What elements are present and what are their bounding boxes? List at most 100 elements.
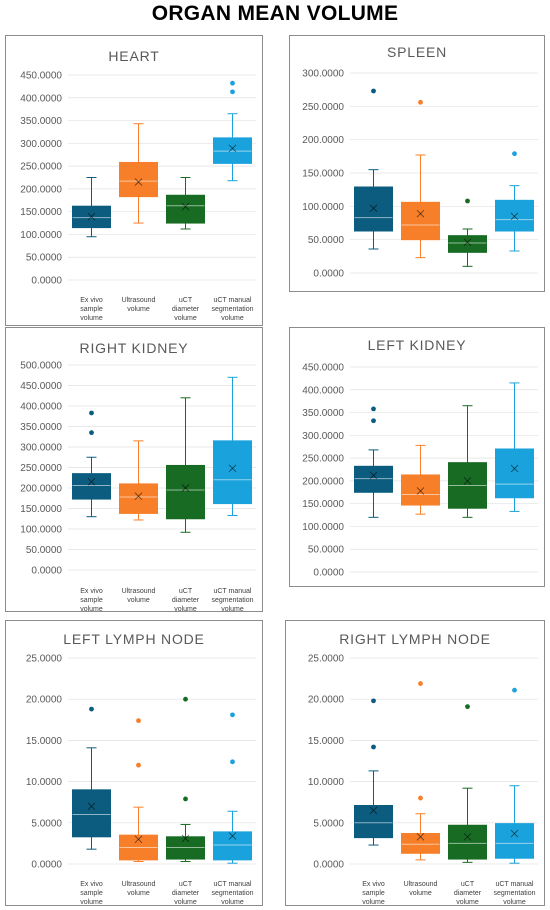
heart-ex-vivo-sample-volume-category-label-line: volume (80, 315, 103, 322)
right-lymph-node-chart-panel: RIGHT LYMPH NODE 25.0000 20.0000 15.0000 10.… (285, 620, 545, 906)
heart-ultrasound-volume-mean-marker (134, 178, 143, 186)
left-lymph-node-ex-vivo-sample-volume-mean-marker (87, 802, 96, 811)
left-lymph-node-uct-diameter-volume-category-label-line: uCT (179, 881, 193, 888)
left-lymph-node-uct-manual-segmentation-volume-category-label-line: segmentation (211, 890, 253, 897)
heart-uct-diameter-volume-category-label: uCT diameter volume (172, 297, 200, 322)
right-lymph-node-uct-diameter-volume-category-label: uCT diameter volume (454, 881, 482, 905)
right-kidney-title: RIGHT KIDNEY (80, 340, 189, 356)
right-lymph-node-ultrasound-volume-category-label: Ultrasound volume (404, 881, 438, 897)
right-lymph-node-ultrasound-volume-outlier-point (418, 795, 423, 801)
heart-uct-manual-segmentation-volume-category-label-line: segmentation (211, 306, 253, 313)
right-lymph-node-uct-manual-segmentation-volume-category-label-line: uCT manual (495, 881, 533, 888)
right-kidney-ex-vivo-sample-volume-mean-stroke (87, 478, 96, 486)
main-title: ORGAN MEAN VOLUME (151, 2, 399, 25)
left-lymph-node-uct-diameter-volume-category-label: uCT diameter volume (172, 881, 200, 905)
spleen-uct-diameter-volume-mean-stroke (463, 238, 472, 247)
right-kidney-uct-diameter-volume-category-label-line: diameter (172, 597, 200, 604)
heart-uct-manual-segmentation-volume-outlier-point (230, 80, 235, 86)
heart-uct-diameter-volume-category-label-line: volume (174, 315, 197, 322)
left-kidney-y-tick-label: 400.0000 (302, 385, 344, 396)
left-lymph-node-uct-manual-segmentation-volume-outlier-point (230, 759, 235, 765)
right-lymph-node-y-tick-label: 10.0000 (308, 777, 345, 788)
heart-uct-manual-segmentation-volume-category-label-line: uCT manual (213, 297, 251, 304)
heart-chart: HEART 450.0000 400.0000 350.0000 300.0000 250… (20, 48, 256, 322)
right-lymph-node-y-tick-label: 20.0000 (308, 695, 345, 706)
right-lymph-node-title: RIGHT LYMPH NODE (339, 631, 491, 647)
left-kidney-ex-vivo-sample-volume-box (354, 465, 393, 493)
heart-y-tick-label: 0.0000 (31, 276, 62, 287)
left-lymph-node-uct-manual-segmentation-volume-mean-marker (228, 832, 237, 840)
spleen-ultrasound-volume-box (401, 201, 440, 241)
spleen-ultrasound-volume-mean-marker (416, 209, 425, 218)
heart-ultrasound-volume-category-label-line: volume (127, 306, 150, 313)
right-kidney-chart: RIGHT KIDNEY 500.0000 450.0000 400.0000 350.… (20, 340, 256, 611)
left-kidney-ultrasound-volume-mean-marker (416, 487, 425, 495)
right-lymph-node-ex-vivo-sample-volume-category-label-line: volume (362, 899, 385, 905)
heart-y-tick-label: 50.0000 (26, 253, 63, 264)
spleen-y-tick-label: 250.0000 (302, 102, 344, 113)
left-kidney-y-tick-label: 350.0000 (302, 408, 344, 419)
heart-uct-diameter-volume-category-label-line: diameter (172, 306, 200, 313)
right-lymph-node-ex-vivo-sample-volume-mean-marker (369, 806, 378, 815)
heart-chart-panel: HEART 450.0000 400.0000 350.0000 300.0000 250… (5, 35, 263, 326)
left-kidney-y-tick-label: 100.0000 (302, 522, 344, 533)
spleen-ultrasound-volume-outlier-point (418, 99, 423, 105)
right-lymph-node-uct-manual-segmentation-volume-mean-stroke (510, 829, 519, 838)
left-kidney-ex-vivo-sample-volume-outlier-point (371, 406, 376, 412)
right-lymph-node-ex-vivo-sample-volume-category-label-line: sample (362, 890, 385, 897)
left-kidney-ultrasound-volume-box (401, 474, 440, 506)
left-lymph-node-ultrasound-volume-mean-marker (134, 835, 143, 844)
heart-uct-manual-segmentation-volume-category-label-line: volume (221, 315, 244, 322)
left-lymph-node-uct-diameter-volume-mean-marker (181, 834, 190, 843)
heart-y-tick-label: 450.0000 (20, 71, 62, 82)
left-lymph-node-uct-diameter-volume-outlier-point (183, 796, 188, 802)
right-lymph-node-y-tick-label: 15.0000 (308, 736, 345, 747)
left-lymph-node-uct-manual-segmentation-volume-mean-stroke (228, 832, 237, 840)
left-lymph-node-ex-vivo-sample-volume-category-label-line: sample (80, 890, 103, 897)
right-kidney-ultrasound-volume-box (119, 483, 158, 514)
left-lymph-node-ultrasound-volume-category-label: Ultrasound volume (122, 881, 156, 897)
right-kidney-ex-vivo-sample-volume-box (72, 473, 111, 500)
spleen-ex-vivo-sample-volume-mean-marker (369, 204, 378, 213)
right-lymph-node-uct-manual-segmentation-volume-mean-marker (510, 829, 519, 838)
heart-y-tick-label: 150.0000 (20, 207, 62, 218)
right-lymph-node-ultrasound-volume-box (401, 833, 440, 854)
heart-ex-vivo-sample-volume-category-label-line: Ex vivo (80, 297, 103, 304)
spleen-y-tick-label: 100.0000 (302, 202, 344, 213)
spleen-ultrasound-volume-mean-stroke (416, 209, 425, 218)
left-lymph-node-ex-vivo-sample-volume-box (72, 789, 111, 838)
heart-ultrasound-volume-category-label-line: Ultrasound (122, 297, 156, 304)
spleen-chart-panel: SPLEEN 300.0000 250.0000 200.0000 150.0000 10… (289, 35, 545, 292)
right-lymph-node-ultrasound-volume-mean-marker (416, 832, 425, 841)
left-lymph-node-ex-vivo-sample-volume-category-label-line: volume (80, 899, 103, 905)
heart-uct-manual-segmentation-volume-mean-stroke (228, 144, 237, 153)
left-lymph-node-y-tick-label: 25.0000 (26, 654, 63, 665)
heart-uct-manual-segmentation-volume-category-label: uCT manual segmentation volume (211, 297, 253, 322)
right-kidney-y-tick-label: 400.0000 (20, 402, 62, 413)
left-lymph-node-uct-manual-segmentation-volume-category-label: uCT manual segmentation volume (211, 881, 253, 905)
left-lymph-node-ex-vivo-sample-volume-category-label-line: Ex vivo (80, 881, 103, 888)
right-kidney-ex-vivo-sample-volume-outlier-point (89, 430, 94, 436)
spleen-title: SPLEEN (387, 44, 447, 60)
right-kidney-y-tick-label: 150.0000 (20, 504, 62, 515)
left-kidney-uct-manual-segmentation-volume-box (495, 448, 534, 499)
heart-uct-manual-segmentation-volume-outlier-point (230, 89, 235, 95)
left-kidney-ultrasound-volume-mean-stroke (416, 487, 425, 495)
right-kidney-ex-vivo-sample-volume-mean-marker (87, 478, 96, 486)
left-lymph-node-y-tick-label: 0.0000 (31, 860, 62, 871)
right-lymph-node-uct-diameter-volume-outlier-point (465, 704, 470, 710)
heart-uct-diameter-volume-category-label-line: uCT (179, 297, 193, 304)
right-lymph-node-ex-vivo-sample-volume-outlier-point (371, 698, 376, 704)
left-lymph-node-ex-vivo-sample-volume-category-label: Ex vivo sample volume (80, 881, 103, 905)
right-lymph-node-chart: RIGHT LYMPH NODE 25.0000 20.0000 15.0000 10.… (308, 631, 538, 905)
heart-ultrasound-volume-box (119, 161, 158, 198)
right-kidney-uct-diameter-volume-mean-marker (181, 484, 190, 492)
right-kidney-uct-diameter-volume-mean-stroke (181, 484, 190, 492)
right-kidney-chart-panel: RIGHT KIDNEY 500.0000 450.0000 400.0000 350.… (5, 327, 263, 612)
left-kidney-uct-manual-segmentation-volume-mean-stroke (510, 464, 519, 473)
right-kidney-uct-diameter-volume-category-label-line: volume (174, 606, 197, 611)
left-kidney-chart: LEFT KIDNEY 450.0000 400.0000 350.0000 300.0… (302, 337, 538, 579)
left-lymph-node-y-tick-label: 20.0000 (26, 695, 63, 706)
spleen-uct-diameter-volume-outlier-point (465, 198, 470, 204)
